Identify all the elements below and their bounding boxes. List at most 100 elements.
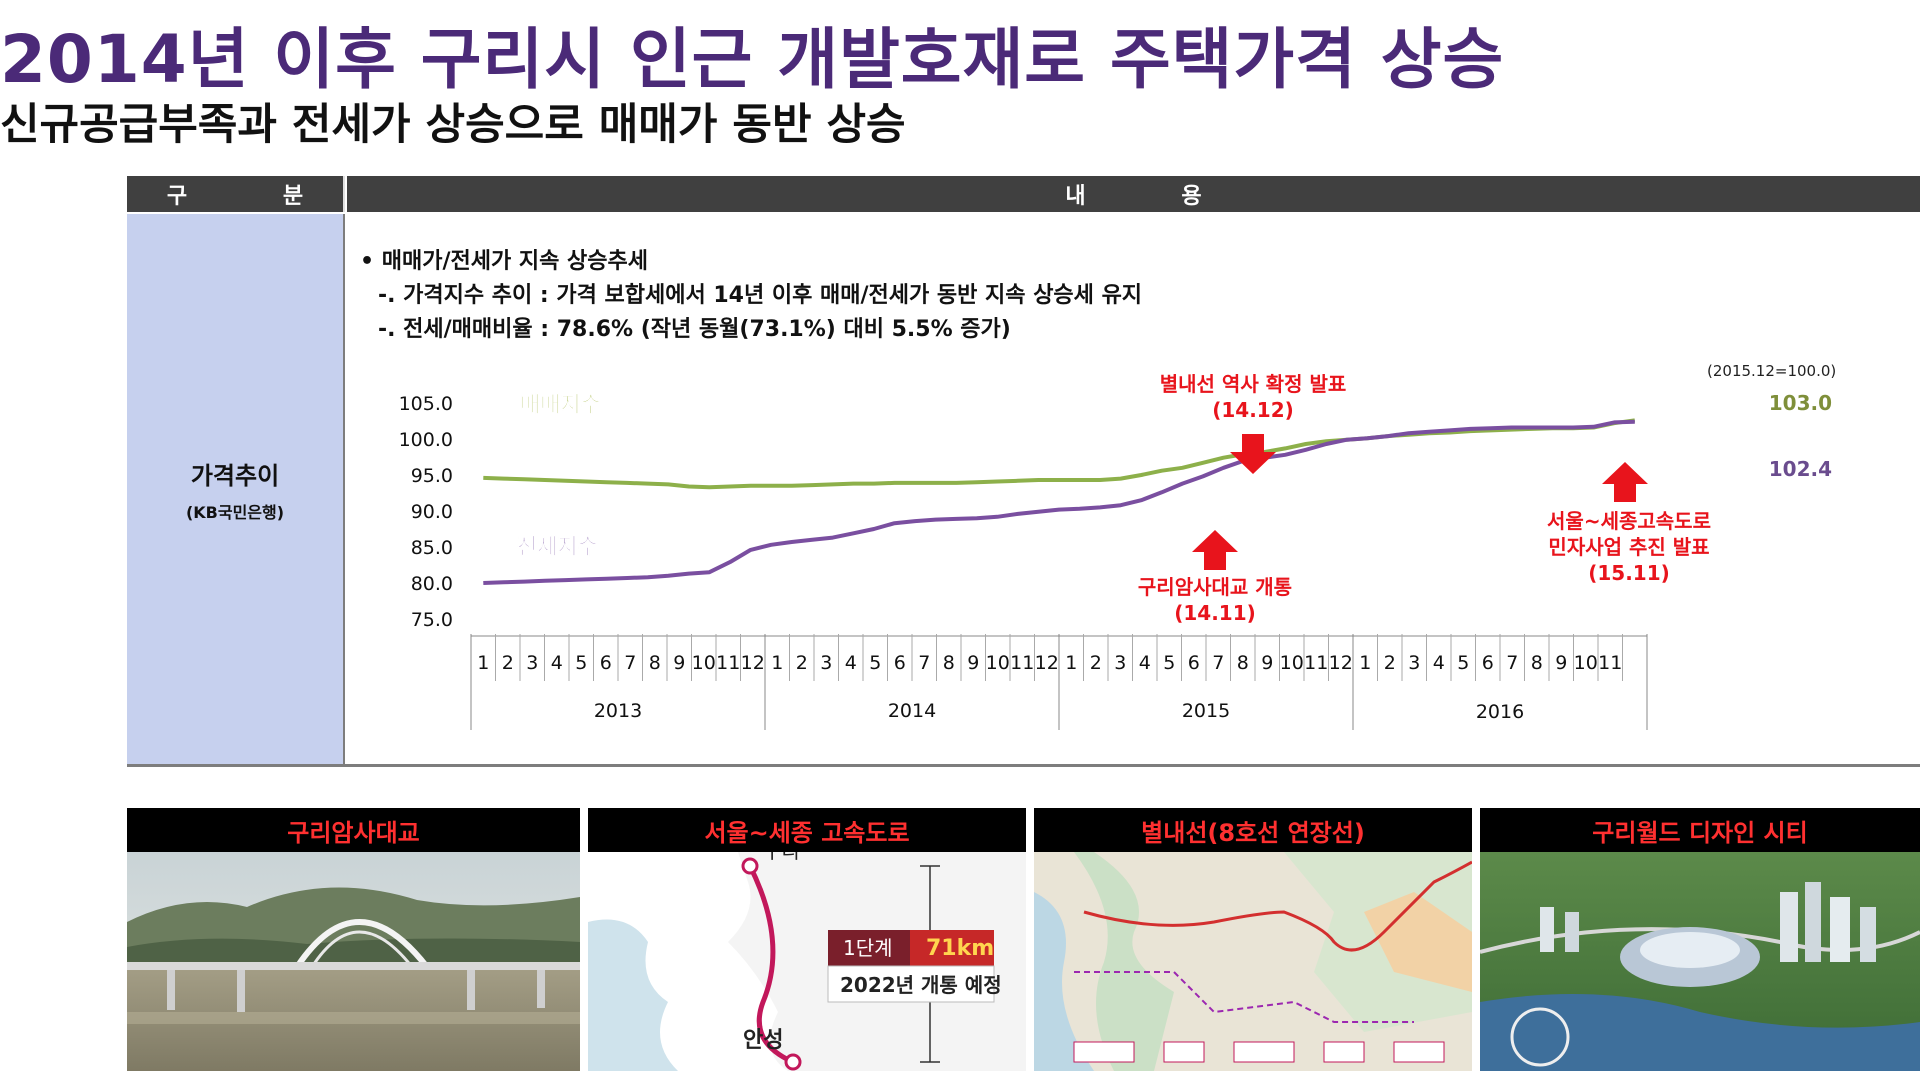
distance-label: 71km [926, 936, 994, 961]
x-month-label: 2 [502, 652, 514, 674]
x-month-label: 11 [1304, 652, 1328, 674]
category-source: (KB국민은행) [185, 502, 285, 522]
page-title: 2014년 이후 구리시 인근 개발호재로 주택가격 상승 [0, 21, 1505, 98]
x-month-label: 2 [796, 652, 808, 674]
x-month-label: 12 [741, 652, 765, 674]
x-year-label: 2013 [594, 700, 642, 722]
x-month-label: 2 [1090, 652, 1102, 674]
stage-label: 1단계 [843, 936, 893, 960]
x-month-label: 8 [649, 652, 661, 674]
annotation-byeollae-date: (14.12) [1212, 398, 1294, 422]
y-axis: 105.0 100.0 95.0 90.0 85.0 80.0 75.0 [399, 393, 453, 631]
x-month-label: 1 [771, 652, 783, 674]
x-month-label: 5 [1457, 652, 1469, 674]
annotation-byeollae-arrow [1230, 434, 1276, 474]
category-title: 가격추이 [190, 461, 280, 490]
bullet-index-trend: -. 가격지수 추이 : 가격 보합세에서 14년 이후 매매/전세가 동반 지… [378, 283, 1143, 308]
x-month-label: 5 [1163, 652, 1175, 674]
byeollae-line-map [1034, 852, 1472, 1071]
sale-index-series-label: 매매지수 [520, 393, 601, 418]
x-month-label: 10 [1280, 652, 1304, 674]
table-header-content: 내 용 [347, 176, 1920, 212]
y-tick-label: 85.0 [411, 537, 453, 559]
x-month-label: 2 [1384, 652, 1396, 674]
photo-label-expressway: 서울~세종 고속도로 [588, 808, 1026, 852]
annotation-byeollae-text: 별내선 역사 확정 발표 [1160, 372, 1347, 396]
x-month-label: 8 [1237, 652, 1249, 674]
table-header-category: 구 분 [127, 176, 345, 212]
sale-index-end-value: 103.0 [1769, 391, 1832, 415]
x-month-label: 3 [1114, 652, 1126, 674]
photo-label-bridge: 구리암사대교 [127, 808, 580, 852]
bullet-list: • 매매가/전세가 지속 상승추세 -. 가격지수 추이 : 가격 보합세에서 … [360, 245, 1142, 347]
x-month-label: 3 [526, 652, 538, 674]
design-city-render [1480, 852, 1920, 1071]
category-cell: 가격추이 (KB국민은행) [127, 214, 345, 764]
x-year-label: 2016 [1476, 701, 1524, 723]
annotation-group: 별내선 역사 확정 발표(14.12) 구리암사대교 개통(14.11) 서울~세종… [1138, 372, 1711, 625]
x-month-label: 12 [1329, 652, 1353, 674]
x-month-label: 3 [820, 652, 832, 674]
map-label-anseong: 안성 [743, 1028, 783, 1053]
x-month-label: 1 [477, 652, 489, 674]
x-month-label: 10 [692, 652, 716, 674]
x-month-label: 6 [600, 652, 612, 674]
bullet-main: • 매매가/전세가 지속 상승추세 [360, 249, 648, 274]
expressway-map: 구리 안성 1단계 71km 2022년 개통 예정 [588, 852, 1026, 1071]
photo-card-design-city: 구리월드 디자인 시티 [1480, 808, 1920, 1071]
x-month-label: 8 [943, 652, 955, 674]
annotation-expressway-date: (15.11) [1588, 561, 1670, 585]
y-tick-label: 105.0 [399, 393, 453, 415]
x-axis: 1 2 3 4 5 6 7 8 9 10 11 12 1 2 3 4 5 6 7 8 9 10 11 12 1 2 3 4 5 6 7 8 9 1… [470, 634, 1648, 730]
table-bottom-border [127, 764, 1920, 767]
x-month-label: 6 [1482, 652, 1494, 674]
x-month-label: 6 [894, 652, 906, 674]
bullet-ratio: -. 전세/매매비율 : 78.6% (작년 동월(73.1%) 대비 5.5%… [378, 317, 1011, 342]
table-header-category-label: 구 분 [166, 184, 348, 209]
x-month-label: 1 [1065, 652, 1077, 674]
x-month-label: 3 [1408, 652, 1420, 674]
map-label-guri: 구리 [763, 852, 800, 863]
x-month-label: 5 [575, 652, 587, 674]
photo-card-byeollae: 별내선(8호선 연장선) [1034, 808, 1472, 1071]
x-month-label: 10 [986, 652, 1010, 674]
photo-label-design-city: 구리월드 디자인 시티 [1480, 808, 1920, 852]
y-tick-label: 100.0 [399, 429, 453, 451]
content-cell [347, 214, 1920, 764]
x-month-label: 9 [1261, 652, 1273, 674]
bridge-photo [127, 852, 580, 1071]
y-tick-label: 95.0 [411, 465, 453, 487]
price-index-chart: (2015.12=100.0) 105.0 100.0 95.0 90.0 85.0 80… [399, 362, 1836, 730]
annotation-expressway-text-1: 서울~세종고속도로 [1547, 509, 1711, 533]
page-subtitle: 신규공급부족과 전세가 상승으로 매매가 동반 상승 [0, 100, 906, 150]
x-year-label: 2014 [888, 700, 936, 722]
y-tick-label: 75.0 [411, 609, 453, 631]
x-month-label: 6 [1188, 652, 1200, 674]
x-month-label: 7 [918, 652, 930, 674]
x-month-label: 4 [1139, 652, 1151, 674]
x-month-label: 4 [551, 652, 563, 674]
annotation-bridge-text: 구리암사대교 개통 [1138, 575, 1292, 599]
x-month-label: 11 [1010, 652, 1034, 674]
x-month-label: 4 [845, 652, 857, 674]
chart-base-note: (2015.12=100.0) [1707, 362, 1836, 380]
x-month-label: 4 [1433, 652, 1445, 674]
annotation-expressway-arrow [1602, 462, 1648, 502]
photo-card-bridge: 구리암사대교 [127, 808, 580, 1071]
x-month-label: 9 [967, 652, 979, 674]
x-month-label: 9 [673, 652, 685, 674]
x-year-label: 2015 [1182, 700, 1230, 722]
x-month-label: 11 [1598, 652, 1622, 674]
opening-label: 2022년 개통 예정 [840, 973, 1002, 997]
x-month-label: 1 [1359, 652, 1371, 674]
jeonse-index-series-label: 전세지수 [517, 535, 598, 560]
photo-card-expressway: 서울~세종 고속도로 구리 안성 1단계 71km 2022년 개통 예정 [588, 808, 1026, 1071]
x-month-label: 7 [1212, 652, 1224, 674]
x-month-label: 8 [1531, 652, 1543, 674]
x-month-label: 12 [1035, 652, 1059, 674]
x-month-label: 9 [1555, 652, 1567, 674]
x-month-label: 5 [869, 652, 881, 674]
annotation-bridge-arrow [1192, 530, 1238, 570]
annotation-expressway-text-2: 민자사업 추진 발표 [1548, 535, 1709, 559]
